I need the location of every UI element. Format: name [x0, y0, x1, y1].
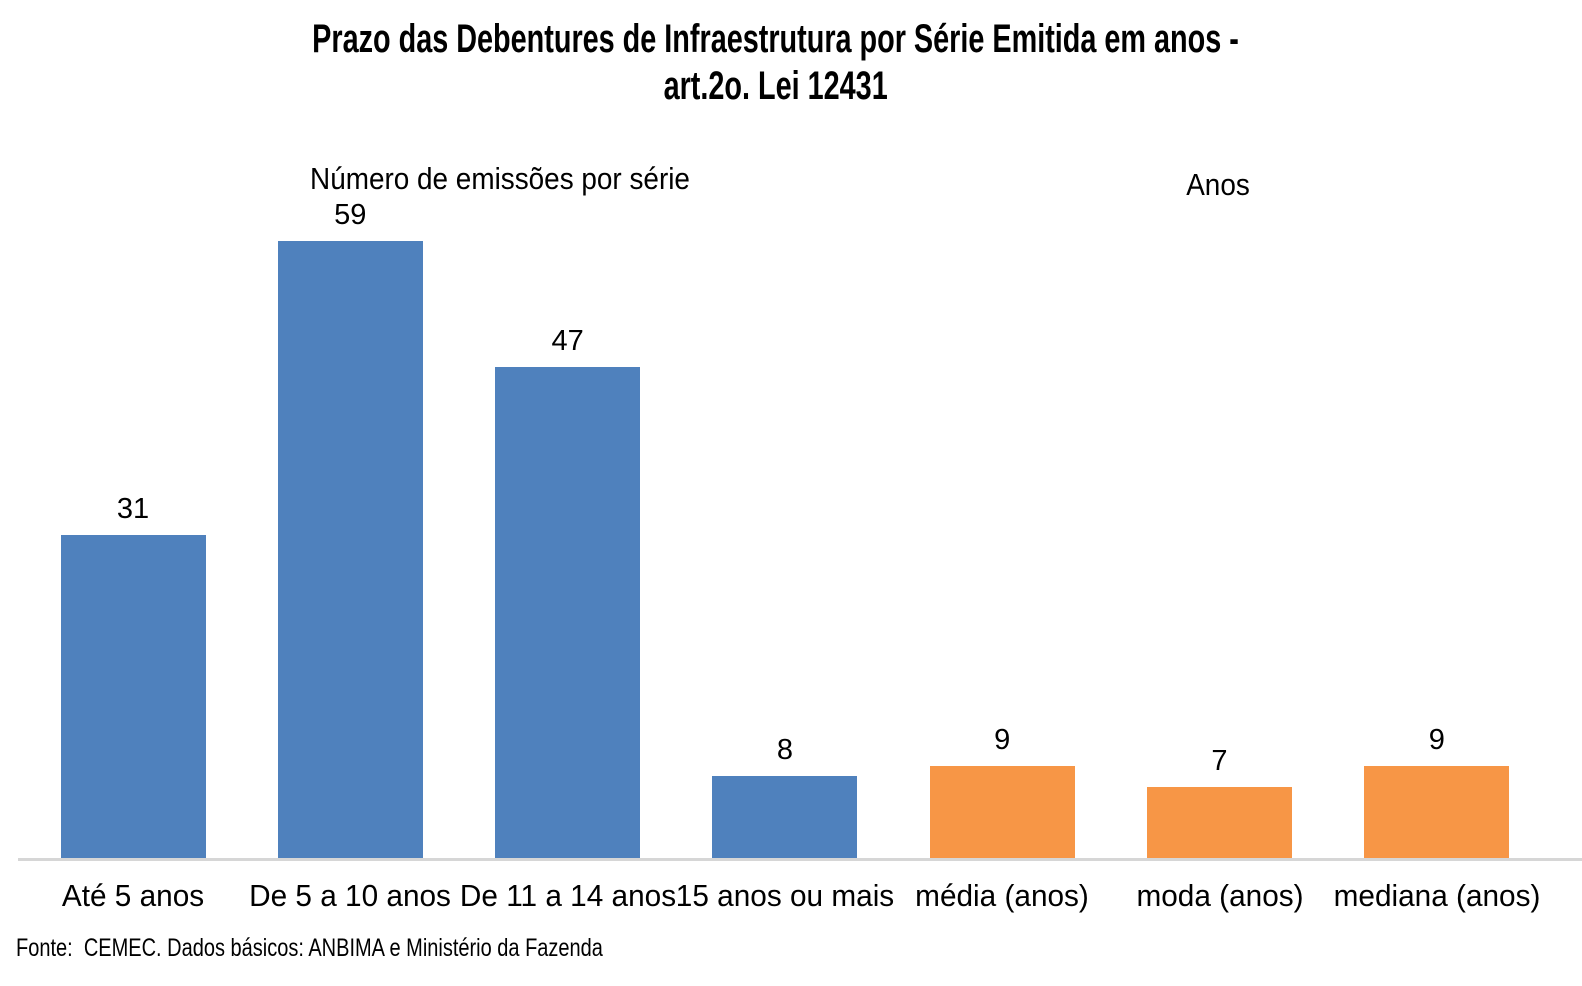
right-axis-annotation: Anos [1186, 167, 1250, 202]
bar-moda-anos [1147, 786, 1292, 860]
bar-value-label-ate-5-anos: 31 [116, 492, 150, 525]
bar-value-label-de-5-a-10-anos: 59 [334, 198, 367, 231]
bar-value-label-15-anos-ou-mais: 8 [776, 734, 793, 766]
category-label-de-5-a-10-anos: De 5 a 10 anos [249, 878, 452, 913]
chart-title-line-2: art.2o. Lei 12431 [663, 64, 889, 108]
bar-value-label-media-anos: 9 [994, 723, 1011, 756]
bar-de-11-a-14-anos [495, 366, 641, 860]
bar-media-anos [929, 765, 1075, 860]
chart-title: Prazo das Debentures de Infraestrutura p… [0, 16, 1552, 110]
chart-title-line-1: Prazo das Debentures de Infraestrutura p… [312, 17, 1240, 61]
category-label-15-anos-ou-mais: 15 anos ou mais [675, 878, 895, 913]
category-label-de-11-a-14-anos: De 11 a 14 anos [459, 878, 676, 913]
bar-de-5-a-10-anos [277, 240, 423, 860]
category-label-moda-anos: moda (anos) [1135, 878, 1304, 913]
x-axis-line [18, 858, 1582, 861]
bar-value-label-moda-anos: 7 [1211, 744, 1228, 777]
category-label-mediana-anos: mediana (anos) [1333, 878, 1541, 913]
bar-mediana-anos [1364, 765, 1510, 860]
source-note: Fonte: CEMEC. Dados básicos: ANBIMA e Mi… [16, 934, 603, 962]
category-label-ate-5-anos: Até 5 anos [61, 878, 205, 913]
left-axis-annotation: Número de emissões por série [310, 161, 690, 196]
bar-value-label-mediana-anos: 9 [1428, 723, 1445, 756]
bar-value-label-de-11-a-14-anos: 47 [551, 324, 584, 357]
bar-ate-5-anos [60, 534, 206, 860]
category-label-media-anos: média (anos) [915, 878, 1090, 913]
bar-15-anos-ou-mais [712, 776, 858, 860]
